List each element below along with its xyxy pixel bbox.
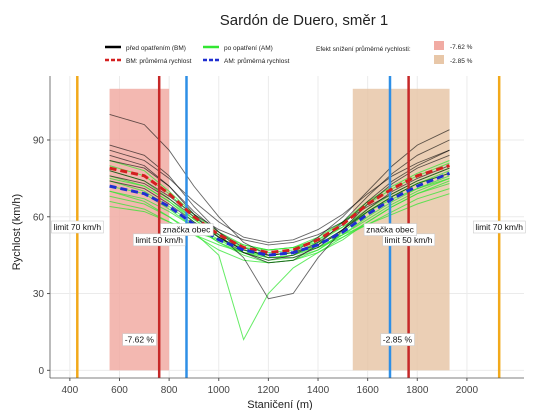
legend-label-am: po opatření (AM) (224, 45, 273, 52)
y-tick-label-0: 0 (38, 366, 44, 377)
x-tick-label-0: 400 (62, 385, 79, 396)
x-tick-label-8: 2000 (456, 385, 479, 396)
legend-label-am-mean: AM: průměrná rychlost (224, 57, 290, 65)
x-tick-label-5: 1400 (307, 385, 330, 396)
y-tick-label-1: 30 (33, 289, 45, 300)
legend-label-bm: před opatřením (BM) (126, 45, 186, 52)
bm-run-line-7 (109, 149, 450, 261)
x-tick-label-3: 1000 (208, 385, 231, 396)
reference-label-2-text: limit 50 km/h (135, 235, 183, 245)
y-axis-label: Rychlost (km/h) (11, 194, 23, 270)
reference-label-5-text: značka obec (366, 225, 414, 235)
legend-label-effect-2: -2.85 % (450, 58, 473, 65)
x-tick-label-2: 800 (161, 385, 178, 396)
x-axis-label: Staničení (m) (247, 399, 312, 410)
plot-mean-lines (109, 164, 451, 257)
x-tick-label-7: 1800 (406, 385, 429, 396)
reference-label-5-box (363, 223, 417, 236)
legend-effect-title: Efekt snížení průměrné rychlosti: (316, 45, 411, 53)
reference-label-4-box (160, 223, 214, 236)
bm-run-line-5 (109, 139, 450, 264)
plot-annotations: limit 70 km/h limit 70 km/h limit 50 km/h l… (51, 220, 526, 346)
legend-label-effect-1: -7.62 % (450, 44, 473, 51)
effect-region-label-1-text: -2.85 % (383, 335, 413, 345)
legend-swatch-effect-1 (434, 41, 444, 50)
plot-axes: 0 30 60 90 400 600 800 1000 1200 1400 1600 1800 2000 (33, 76, 524, 396)
reference-label-1-text: limit 70 km/h (475, 222, 523, 232)
effect-region-label-0-text: -7.62 % (125, 335, 155, 345)
reference-label-0-box (51, 220, 104, 234)
effect-region-label-0-box (122, 333, 157, 346)
legend-swatch-effect-2 (434, 55, 444, 64)
y-tick-label-2: 60 (33, 212, 45, 223)
mean-line-0 (109, 164, 450, 255)
x-tick-label-4: 1200 (257, 385, 280, 396)
reference-label-4-text: značka obec (163, 225, 211, 235)
bm-run-line-6 (109, 165, 450, 300)
legend-label-bm-mean: BM: průměrná rychlost (126, 57, 192, 65)
effect-region-label-1-box (380, 333, 415, 346)
reference-label-1-box (473, 220, 526, 234)
reference-label-3-text: limit 50 km/h (385, 235, 433, 245)
x-tick-label-6: 1600 (357, 385, 380, 396)
chart-title: Sardón de Duero, směr 1 (220, 12, 388, 29)
x-tick-label-1: 600 (111, 385, 128, 396)
bm-run-line-0 (109, 149, 450, 243)
mean-line-1 (109, 171, 451, 257)
reference-label-2-box (133, 233, 186, 247)
reference-label-0-text: limit 70 km/h (53, 222, 101, 232)
y-tick-label-3: 90 (33, 135, 45, 146)
legend: před opatřením (BM) po opatření (AM) BM:… (105, 41, 473, 65)
